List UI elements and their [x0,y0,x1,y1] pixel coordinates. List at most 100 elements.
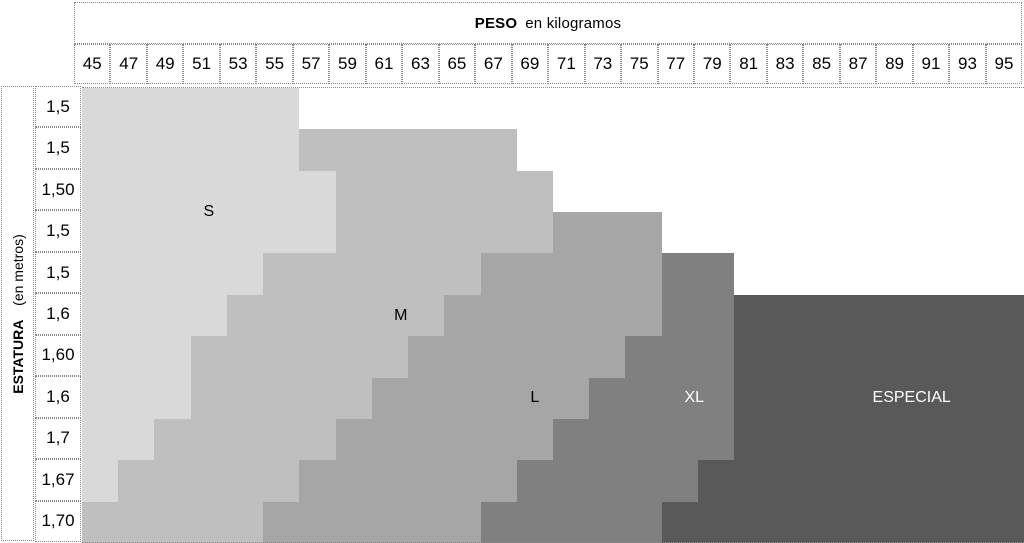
weight-header-cell[interactable]: 91 [912,44,950,84]
size-zone-segment-m[interactable] [154,418,336,461]
size-zone-segment-s[interactable] [82,460,119,502]
weight-header-cell[interactable]: 55 [256,44,293,84]
size-zone-segment-l[interactable] [480,253,662,295]
top-left-blank-corner [0,0,74,84]
height-header-cell[interactable]: 1,5 [35,251,81,294]
size-zone-segment-especial[interactable] [734,377,1024,419]
size-zone-row [82,88,1024,130]
height-header-cell[interactable]: 1,5 [35,86,81,128]
height-header-cell[interactable]: 1,60 [35,334,81,377]
weight-header-cell[interactable]: 87 [839,44,877,84]
height-axis-title-rest: (en metros) [9,233,26,306]
weight-header-cell[interactable]: 63 [402,44,439,84]
height-axis-title-bold: ESTATURA [9,319,26,394]
size-zone-segment-l[interactable] [444,294,662,337]
size-zone-segment-empty[interactable] [734,253,1024,295]
height-header-cell[interactable]: 1,67 [35,459,81,501]
size-zone-segment-especial[interactable] [661,501,1024,543]
weight-header-cell[interactable]: 77 [657,44,694,84]
size-zone-grid: S M L XL ESPECIAL [82,87,1024,543]
size-zone-segment-empty[interactable] [661,212,1024,254]
size-zone-segment-s[interactable] [82,170,336,213]
size-zone-row [82,129,1024,171]
height-header-cell[interactable]: 1,5 [35,127,81,169]
size-zone-segment-xl[interactable] [625,336,735,378]
size-zone-segment-m[interactable] [263,253,481,295]
size-zone-segment-l[interactable] [408,336,626,378]
weight-header-cell[interactable]: 61 [365,44,403,84]
weight-header-cell[interactable]: 51 [183,44,220,84]
size-zone-row [82,170,1024,213]
size-zone-segment-l[interactable] [263,501,481,543]
size-zone-segment-especial[interactable] [697,460,1024,502]
size-zone-row [82,377,1024,419]
size-zone-segment-xl[interactable] [480,501,662,543]
size-zone-segment-l[interactable] [335,418,553,461]
weight-header-cell[interactable]: 89 [876,44,913,84]
weight-header-cell[interactable]: 85 [803,44,840,84]
height-header-cell[interactable]: 1,5 [35,210,81,252]
size-zone-segment-especial[interactable] [734,294,1024,337]
weight-header-row: 45 47 49 51 53 55 57 59 61 63 65 67 69 71 73 75 77 79 81 83… [74,44,1023,84]
height-header-cell[interactable]: 1,70 [35,500,81,542]
weight-header-cell[interactable]: 65 [438,44,476,84]
weight-header-cell[interactable]: 67 [475,44,512,84]
height-axis-title: ESTATURA (en metros) [1,86,34,541]
size-zone-segment-s[interactable] [82,418,155,461]
size-zone-segment-s[interactable] [82,336,191,378]
size-zone-segment-m[interactable] [82,501,264,543]
size-zone-segment-empty[interactable] [552,170,1024,213]
weight-header-cell[interactable]: 53 [219,44,257,84]
size-zone-segment-s[interactable] [82,212,336,254]
weight-header-cell[interactable]: 73 [584,44,622,84]
size-zone-segment-xl[interactable] [589,377,735,419]
size-zone-segment-m[interactable] [335,170,553,213]
weight-header-cell[interactable]: 79 [693,44,731,84]
size-zone-row [82,294,1024,337]
size-zone-segment-xl[interactable] [516,460,698,502]
weight-header-cell[interactable]: 71 [548,44,585,84]
height-header-cell[interactable]: 1,6 [35,376,81,418]
size-zone-segment-xl[interactable] [661,253,735,295]
size-zone-segment-empty[interactable] [299,88,1024,130]
size-zone-segment-s[interactable] [82,129,300,171]
weight-header-cell[interactable]: 57 [292,44,330,84]
weight-axis-title-bold: PESO [474,14,518,32]
height-header-cell[interactable]: 1,6 [35,293,81,335]
size-zone-segment-l[interactable] [371,377,590,419]
size-zone-row [82,418,1024,461]
size-zone-segment-m[interactable] [226,294,445,337]
size-zone-segment-especial[interactable] [734,418,1024,461]
weight-header-cell[interactable]: 75 [621,44,658,84]
size-zone-segment-m[interactable] [190,336,409,378]
size-zone-segment-xl[interactable] [552,418,735,461]
size-zone-segment-m[interactable] [190,377,372,419]
size-zone-segment-l[interactable] [552,212,662,254]
size-zone-row [82,501,1024,543]
size-zone-segment-l[interactable] [299,460,517,502]
size-zone-segment-xl[interactable] [661,294,735,337]
weight-header-cell[interactable]: 45 [74,44,111,84]
size-zone-segment-m[interactable] [299,129,517,171]
size-zone-segment-s[interactable] [82,88,300,130]
size-zone-segment-s[interactable] [82,253,264,295]
weight-header-cell[interactable]: 83 [766,44,804,84]
weight-header-cell[interactable]: 47 [110,44,147,84]
size-zone-segment-m[interactable] [335,212,553,254]
weight-axis-title: PESO en kilogramos [74,2,1022,44]
size-zone-segment-s[interactable] [82,377,191,419]
size-zone-segment-s[interactable] [82,294,227,337]
weight-header-cell[interactable]: 93 [949,44,986,84]
weight-header-cell[interactable]: 81 [730,44,767,84]
weight-header-cell[interactable]: 69 [511,44,549,84]
size-zone-segment-empty[interactable] [516,129,1024,171]
size-zone-row [82,253,1024,295]
weight-header-cell[interactable]: 59 [329,44,366,84]
height-header-cell[interactable]: 1,50 [35,168,81,211]
size-zone-segment-m[interactable] [118,460,300,502]
weight-header-cell[interactable]: 95 [985,44,1023,84]
size-zone-segment-especial[interactable] [734,336,1024,378]
height-header-cell[interactable]: 1,7 [35,417,81,460]
weight-header-cell[interactable]: 49 [146,44,184,84]
